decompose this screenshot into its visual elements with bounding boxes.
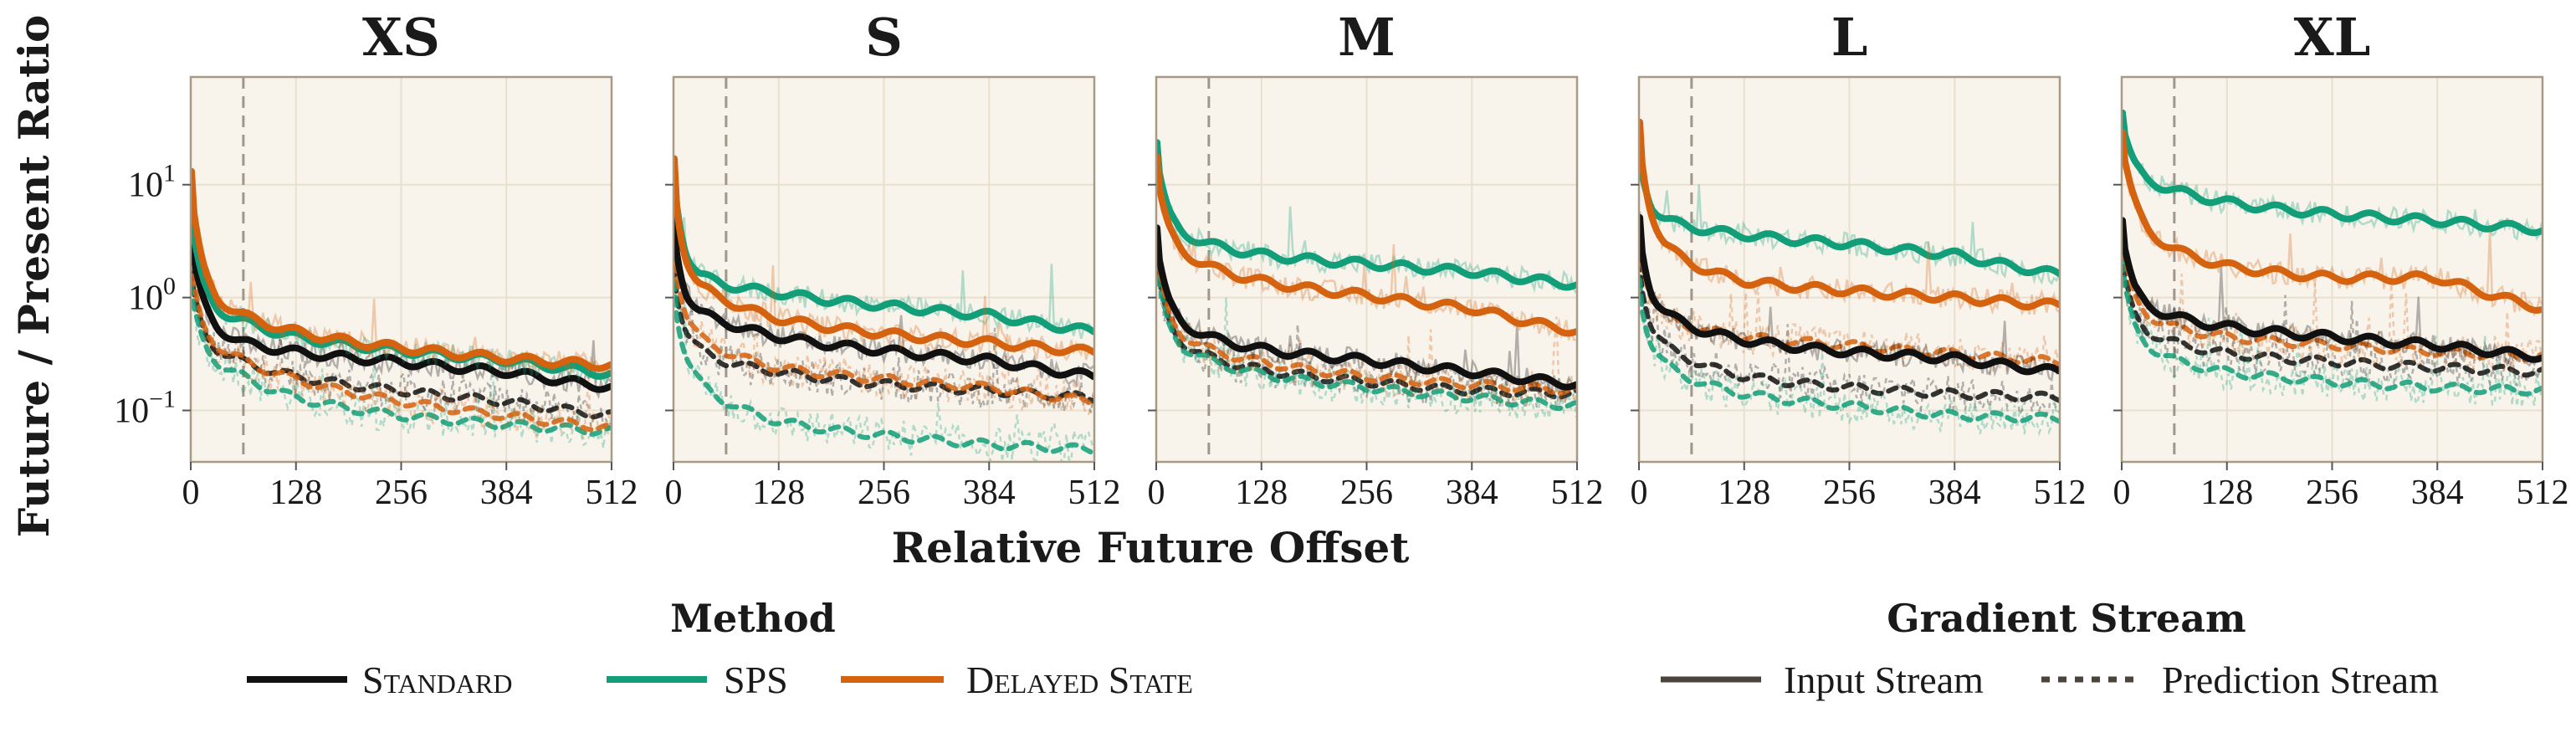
series-delayed-state-prediction (1639, 229, 2060, 367)
series-sps-prediction-raw (1639, 273, 2060, 437)
legend-label-sps: SPS (724, 659, 788, 701)
x-tick-label: 0 (2113, 474, 2131, 512)
series-standard-input (191, 223, 612, 393)
series-delayed-state-prediction-raw (1156, 244, 1577, 407)
series-sps-input (2122, 109, 2543, 237)
series-sps-input (1156, 139, 1577, 291)
x-tick-label: 384 (2411, 474, 2464, 512)
legend-title-gradient-stream: Gradient Stream (1887, 596, 2246, 641)
series-sps-prediction (191, 282, 612, 437)
series-delayed-state-prediction (1156, 238, 1577, 397)
x-tick-label: 384 (963, 474, 1016, 512)
series-group (1639, 118, 2060, 437)
series-standard-prediction (1156, 247, 1577, 400)
series-standard-input (673, 215, 1094, 381)
panel-xl: 0 128 256 384 512 XL (2113, 7, 2569, 512)
series-delayed-state-prediction-raw (2123, 246, 2543, 374)
series-standard-input (1639, 213, 2060, 376)
y-tick-label: 100 (128, 273, 176, 318)
series-standard-input (1156, 224, 1577, 391)
x-tick-label: 0 (1631, 474, 1648, 512)
series-standard-prediction-raw (2122, 264, 2543, 387)
legend-label-input-stream: Input Stream (1784, 659, 1984, 701)
x-tick-label: 512 (1068, 474, 1121, 512)
series-delayed-state-input (673, 155, 1094, 356)
series-standard-prediction-raw (673, 279, 1094, 413)
series-delayed-state-input (2122, 129, 2543, 314)
legend: Method Standard SPS Delayed State Gradie… (247, 596, 2439, 701)
series-sps-prediction (2122, 259, 2543, 397)
x-tick-label: 512 (586, 474, 638, 512)
x-tick-label: 0 (1148, 474, 1165, 512)
panel-title: L (1831, 7, 1868, 68)
panel-s: 0 128 256 384 512 S (665, 7, 1121, 512)
x-tick-label: 128 (269, 474, 322, 512)
legend-title-method: Method (670, 596, 836, 641)
x-tick-label: 512 (2034, 474, 2087, 512)
panel-l: 0 128 256 384 512 L (1631, 7, 2087, 512)
panel-title: M (1338, 7, 1396, 68)
series-standard-prediction-raw (1639, 258, 2060, 418)
x-tick-label: 128 (2200, 474, 2253, 512)
x-tick-label: 128 (752, 474, 805, 512)
x-tick-label: 256 (2306, 474, 2358, 512)
series-standard-prediction (1639, 259, 2060, 403)
series-sps-prediction (673, 278, 1094, 456)
series-sps-input (1639, 146, 2060, 277)
panel-m: 0 128 256 384 512 M (1148, 7, 1604, 512)
series-sps-prediction-raw (2122, 269, 2543, 408)
series-delayed-state-prediction-raw (1639, 236, 2060, 376)
series-delayed-state-prediction (191, 257, 612, 433)
panel-title: XS (362, 7, 440, 68)
series-sps-prediction (1156, 258, 1577, 412)
series-delayed-state-input-raw (2122, 136, 2543, 317)
x-tick-label: 0 (182, 474, 200, 512)
x-tick-label: 0 (665, 474, 683, 512)
series-group (2122, 109, 2543, 408)
series-standard-prediction (2122, 248, 2543, 378)
x-axis-label: Relative Future Offset (892, 523, 1410, 572)
panel-title: S (865, 7, 903, 68)
y-tick-label: 101 (128, 160, 176, 205)
series-sps-prediction (1639, 277, 2060, 424)
series-group (1156, 139, 1577, 420)
series-delayed-state-prediction (2122, 231, 2543, 362)
x-tick-label: 384 (480, 474, 533, 512)
legend-label-prediction-stream: Prediction Stream (2162, 659, 2439, 701)
y-tick-label: 10−1 (114, 385, 176, 430)
x-tick-label: 512 (1551, 474, 1604, 512)
x-tick-label: 512 (2517, 474, 2569, 512)
panel-title: XL (2294, 7, 2371, 68)
x-tick-label: 256 (1340, 474, 1393, 512)
x-tick-label: 384 (1446, 474, 1498, 512)
series-group (191, 167, 612, 449)
series-delayed-state-prediction (673, 244, 1094, 408)
x-tick-label: 256 (1823, 474, 1876, 512)
legend-label-standard: Standard (362, 659, 512, 701)
x-tick-label: 256 (375, 474, 428, 512)
series-delayed-state-input (1639, 118, 2060, 311)
x-tick-label: 128 (1235, 474, 1288, 512)
x-tick-label: 256 (858, 474, 910, 512)
series-delayed-state-input (1156, 153, 1577, 337)
x-tick-label: 128 (1718, 474, 1770, 512)
y-axis-label: Future / Present Ratio (9, 15, 59, 538)
legend-label-delayed-state: Delayed State (966, 659, 1193, 701)
x-tick-label: 384 (1928, 474, 1981, 512)
series-sps-input (673, 161, 1094, 336)
series-standard-input (2122, 217, 2543, 363)
series-group (673, 155, 1094, 462)
panel-xs: 0 128 256 384 512 10−1 100 101 XS (114, 7, 638, 512)
series-delayed-state-input (191, 167, 612, 372)
